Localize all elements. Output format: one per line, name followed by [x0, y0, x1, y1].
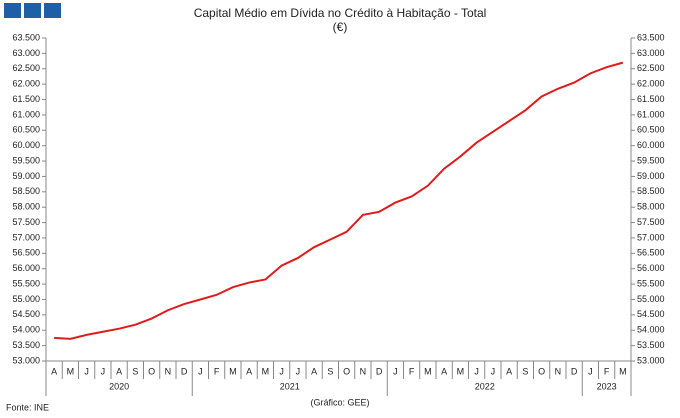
x-tick-label: S [327, 366, 333, 376]
x-tick-label: M [619, 366, 627, 376]
y-tick-label: 61.000 [12, 109, 40, 119]
source: Fonte: INE [6, 402, 49, 412]
y-tick-label: 56.000 [12, 263, 40, 273]
x-tick-label: N [555, 366, 562, 376]
y2-tick-label: 58.000 [637, 202, 665, 212]
x-tick-label: D [181, 366, 188, 376]
x-group-label: 2022 [475, 381, 495, 391]
y-tick-label: 60.000 [12, 140, 40, 150]
x-tick-label: M [67, 366, 75, 376]
logo-block [44, 3, 61, 18]
y2-tick-label: 59.500 [637, 155, 665, 165]
y2-tick-label: 57.500 [637, 217, 665, 227]
x-tick-label: J [491, 366, 496, 376]
y-tick-label: 55.000 [12, 294, 40, 304]
y2-tick-label: 53.500 [637, 340, 665, 350]
y-tick-label: 62.000 [12, 79, 40, 89]
y2-tick-label: 58.500 [637, 186, 665, 196]
y2-tick-label: 53.000 [637, 355, 665, 365]
x-tick-label: D [571, 366, 578, 376]
y2-tick-label: 56.500 [637, 248, 665, 258]
y-tick-label: 57.000 [12, 232, 40, 242]
x-tick-label: S [132, 366, 138, 376]
x-tick-label: O [538, 366, 545, 376]
x-tick-label: D [376, 366, 383, 376]
y-tick-label: 54.500 [12, 309, 40, 319]
data-line [54, 61, 624, 340]
x-tick-label: F [214, 366, 220, 376]
y-tick-label: 62.500 [12, 63, 40, 73]
x-tick-label: A [116, 366, 122, 376]
y2-tick-label: 60.500 [637, 125, 665, 135]
y2-tick-label: 54.000 [637, 325, 665, 335]
y2-tick-label: 61.500 [637, 94, 665, 104]
x-tick-label: N [165, 366, 172, 376]
y2-tick-label: 56.000 [637, 263, 665, 273]
y2-tick-label: 63.000 [637, 48, 665, 58]
y-tick-label: 61.500 [12, 94, 40, 104]
x-tick-label: O [148, 366, 155, 376]
x-tick-label: A [506, 366, 512, 376]
y-tick-label: 55.500 [12, 278, 40, 288]
logo-block [24, 3, 41, 18]
y-tick-label: 53.000 [12, 355, 40, 365]
x-tick-label: M [457, 366, 465, 376]
x-tick-label: J [588, 366, 593, 376]
logo-block [4, 3, 21, 18]
x-tick-label: J [101, 366, 106, 376]
x-tick-label: A [246, 366, 252, 376]
x-tick-label: J [393, 366, 398, 376]
y-tick-label: 59.000 [12, 171, 40, 181]
y-tick-label: 60.500 [12, 125, 40, 135]
x-tick-label: M [424, 366, 432, 376]
x-tick-label: J [296, 366, 301, 376]
x-tick-label: O [343, 366, 350, 376]
x-tick-label: J [279, 366, 284, 376]
x-tick-label: A [311, 366, 317, 376]
y2-tick-label: 55.500 [637, 278, 665, 288]
x-tick-label: M [229, 366, 237, 376]
x-tick-label: A [51, 366, 57, 376]
y2-tick-label: 61.000 [637, 109, 665, 119]
y-tick-label: 56.500 [12, 248, 40, 258]
y2-tick-label: 59.000 [637, 171, 665, 181]
x-tick-label: J [198, 366, 203, 376]
y2-tick-label: 55.000 [637, 294, 665, 304]
x-group-label: 2021 [280, 381, 300, 391]
x-tick-label: F [409, 366, 415, 376]
x-tick-label: S [522, 366, 528, 376]
x-tick-label: F [604, 366, 610, 376]
y-tick-label: 58.000 [12, 202, 40, 212]
y2-tick-label: 60.000 [637, 140, 665, 150]
chart-title: Capital Médio em Dívida no Crédito à Hab… [194, 6, 487, 20]
x-tick-label: M [262, 366, 270, 376]
y-tick-label: 54.000 [12, 325, 40, 335]
y2-tick-label: 54.500 [637, 309, 665, 319]
y-tick-label: 58.500 [12, 186, 40, 196]
y-tick-label: 59.500 [12, 155, 40, 165]
x-tick-label: A [441, 366, 447, 376]
y-tick-label: 53.500 [12, 340, 40, 350]
x-tick-label: N [360, 366, 367, 376]
chart-subtitle: (€) [333, 20, 348, 34]
y2-tick-label: 57.000 [637, 232, 665, 242]
y2-tick-label: 62.000 [637, 79, 665, 89]
y-tick-label: 57.500 [12, 217, 40, 227]
credit: (Gráfico: GEE) [310, 397, 369, 407]
y2-tick-label: 63.500 [637, 32, 665, 42]
x-group-label: 2020 [109, 381, 129, 391]
x-tick-label: J [474, 366, 479, 376]
x-tick-label: J [84, 366, 89, 376]
y-tick-label: 63.500 [12, 32, 40, 42]
x-group-label: 2023 [597, 381, 617, 391]
y2-tick-label: 62.500 [637, 63, 665, 73]
y-tick-label: 63.000 [12, 48, 40, 58]
